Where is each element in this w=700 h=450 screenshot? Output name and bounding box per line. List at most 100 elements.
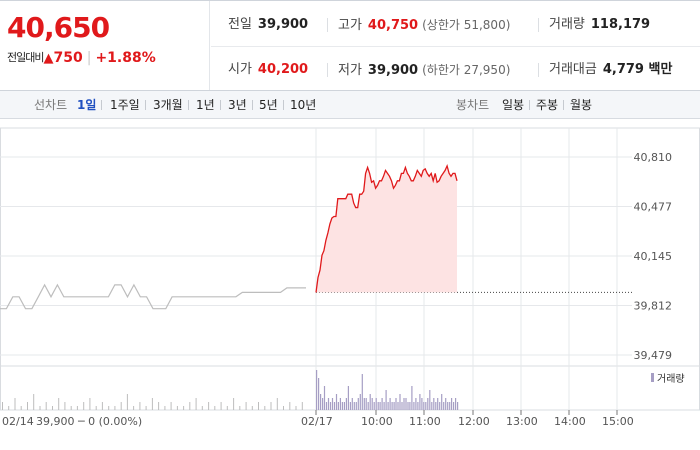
volume-bar [443,402,445,410]
volume-bar [95,406,97,410]
volume-bar [341,402,343,410]
tab-divider [188,100,189,110]
prev-close-item: 전일 39,900 [228,17,308,33]
volume-bar [429,390,431,410]
divider [327,18,328,32]
volume-bar [423,402,425,410]
tab-1-day[interactable]: 1일 [77,98,97,112]
volume-bar [318,378,320,410]
volume-bar [363,398,365,410]
volume-bar [126,394,128,410]
upper-limit: (상한가 51,800) [422,18,511,32]
volume-bar [367,402,369,410]
tab-weekly-candle[interactable]: 주봉 [536,98,559,112]
tab-divider [145,100,146,110]
volume-bar [381,398,383,410]
volume-bar [393,402,395,410]
volume-bar [170,402,172,410]
volume-bar [353,402,355,410]
tab-3-months[interactable]: 3개월 [153,98,183,112]
volume-bar [264,406,266,410]
volume-bar [389,398,391,410]
tab-daily-candle[interactable]: 일봉 [502,98,525,112]
price-box: 40,650 전일대비▲750 | +1.88% [0,1,210,90]
volume-legend: 거래량 [657,373,685,385]
volume-bar [2,402,3,410]
x-tick-label: 10:00 [361,415,393,428]
volume-bar [397,402,399,410]
y-tick-label: 40,145 [634,250,673,263]
x-tick-label: 13:00 [506,415,538,428]
volume-bar [413,402,415,410]
volume-bar [120,402,122,410]
volume-bar [158,402,160,410]
tab-1-year[interactable]: 1년 [196,98,215,112]
tab-divider [529,100,530,110]
high-label: 고가 [338,18,362,33]
volume-bar [385,390,387,410]
volume-bar [325,402,328,410]
volume-bar [457,402,459,410]
volume-bar [399,394,401,410]
change-rate: +1.88% [95,50,156,66]
volume-legend-swatch [651,373,654,382]
volume-bar [329,402,332,410]
volume-bar [27,402,28,410]
change-divider: | [86,50,92,66]
volume-bar [351,398,353,410]
volume-bar [425,402,427,410]
tab-monthly-candle[interactable]: 월봉 [570,98,593,112]
volume-bar [327,398,330,410]
volume-bar [233,398,235,410]
volume-bar [433,398,435,410]
volume-bar [270,402,272,410]
volume-bar [441,394,443,410]
x-tick-label: 15:00 [602,415,634,428]
volume-bar [323,386,326,410]
volume-bar [226,406,228,410]
tab-5-years[interactable]: 5년 [259,98,278,112]
x-tick-label: 11:00 [409,415,441,428]
tab-divider [101,100,102,110]
volume-bar [415,398,417,410]
volume-bar [411,386,413,410]
volume-bar [164,406,166,410]
prev-close-label: 전일 [228,17,252,32]
open-label: 시가 [228,62,252,77]
volume-bar [391,402,393,410]
volume-bar [357,398,359,410]
volume-bar [251,406,253,410]
prev-day-line [0,283,306,310]
volume-bar [52,406,53,410]
volume-bar [58,398,60,410]
volume-bar [176,406,178,410]
volume-bar [245,402,247,410]
volume-bar [183,406,185,410]
tab-3-years[interactable]: 3년 [228,98,247,112]
volume-bar [369,394,371,410]
prev-close-value: 39,900 [257,17,309,32]
volume-bar [295,406,297,410]
tab-10-years[interactable]: 10년 [290,98,317,112]
row-divider [211,46,700,47]
volume-bar [89,398,91,410]
high-item: 고가 40,750 (상한가 51,800) [338,17,510,34]
tab-1-week[interactable]: 1주일 [110,98,140,112]
volume-bar [373,402,375,410]
low-item: 저가 39,900 (하한가 27,950) [338,62,510,79]
volume-bar [201,406,203,410]
volume-bar [383,402,385,410]
volume-bar [405,398,407,410]
volume-bar [361,374,363,410]
y-tick-label: 39,479 [634,349,673,362]
volume-label: 거래량 [549,17,585,32]
volume-bar [437,398,439,410]
x-tick-label: 12:00 [458,415,490,428]
volume-bar [239,406,241,410]
low-value: 39,900 [367,63,419,78]
change-value: 750 [53,50,83,66]
price-chart[interactable]: 40,810 40,477 40,145 39,812 39,479 02/17 10:00… [0,120,700,450]
volume-bar [453,402,455,410]
volume-bar [455,398,457,410]
volume-bar [447,402,449,410]
